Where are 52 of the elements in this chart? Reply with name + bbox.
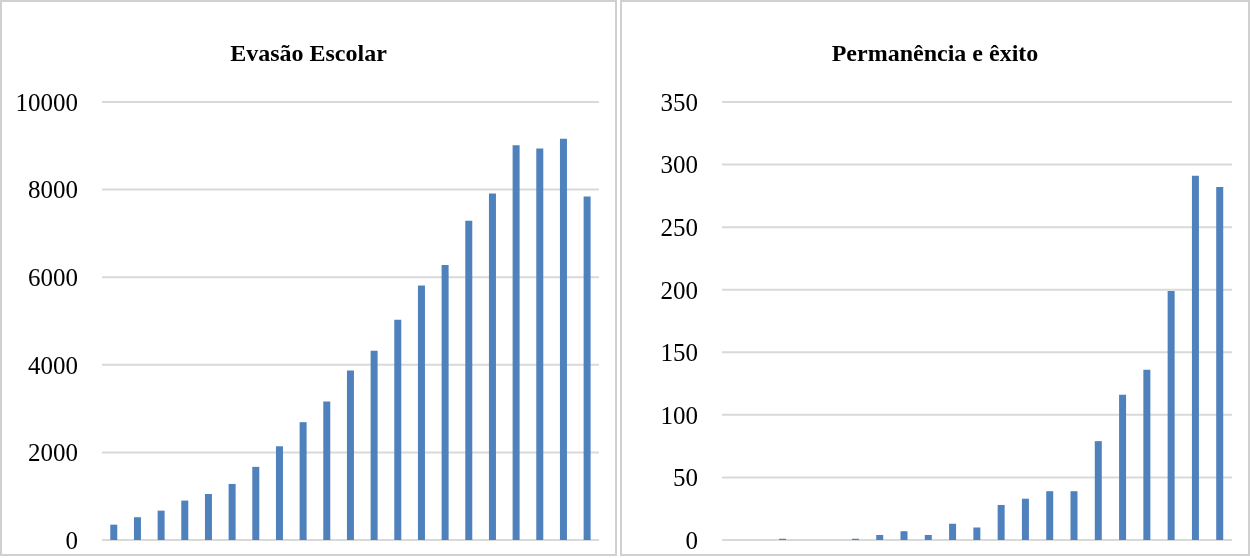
chart-title: Evasão Escolar bbox=[229, 40, 388, 67]
bar bbox=[1191, 175, 1199, 540]
bar bbox=[228, 483, 236, 540]
y-tick-label: 50 bbox=[673, 464, 698, 492]
bar bbox=[1167, 290, 1175, 540]
bar bbox=[488, 193, 496, 540]
bar bbox=[204, 494, 212, 540]
bar bbox=[275, 446, 283, 540]
y-tick-label: 200 bbox=[660, 276, 698, 304]
bar bbox=[441, 264, 449, 540]
bar bbox=[465, 220, 473, 540]
bar bbox=[252, 466, 260, 540]
bar bbox=[583, 196, 591, 540]
y-tick-label: 8000 bbox=[28, 176, 78, 204]
bar bbox=[1021, 498, 1029, 540]
bar bbox=[110, 524, 118, 540]
bar bbox=[900, 531, 908, 540]
bar bbox=[1046, 491, 1054, 540]
bar bbox=[370, 350, 378, 540]
bar bbox=[417, 285, 425, 540]
y-tick-label: 0 bbox=[685, 526, 698, 554]
y-tick-label: 250 bbox=[660, 214, 698, 242]
y-tick-label: 300 bbox=[660, 151, 698, 179]
bar bbox=[181, 500, 189, 540]
bar bbox=[512, 145, 520, 540]
bar bbox=[536, 148, 544, 540]
bar bbox=[323, 401, 331, 540]
y-tick-label: 150 bbox=[660, 339, 698, 367]
y-tick-label: 100 bbox=[660, 401, 698, 429]
bar bbox=[299, 422, 307, 540]
y-tick-label: 6000 bbox=[28, 264, 78, 292]
y-tick-label: 350 bbox=[660, 88, 698, 116]
bar bbox=[949, 523, 957, 540]
bar bbox=[157, 510, 165, 540]
bar bbox=[1143, 369, 1151, 540]
y-tick-label: 2000 bbox=[28, 439, 78, 467]
chart-title: Permanência e êxito bbox=[830, 40, 1040, 67]
bar bbox=[346, 370, 354, 540]
bar bbox=[394, 319, 402, 540]
bar bbox=[1094, 441, 1102, 540]
y-tick-label: 10000 bbox=[15, 88, 78, 116]
bar bbox=[924, 534, 932, 540]
y-tick-label: 4000 bbox=[28, 351, 78, 379]
bar bbox=[1216, 187, 1224, 540]
bar bbox=[973, 527, 981, 540]
bar bbox=[133, 517, 141, 540]
bar bbox=[876, 534, 884, 540]
bar bbox=[1070, 491, 1078, 540]
bar bbox=[1119, 394, 1127, 540]
bar bbox=[559, 138, 567, 540]
y-tick-label: 0 bbox=[65, 526, 78, 554]
bar bbox=[997, 504, 1005, 540]
